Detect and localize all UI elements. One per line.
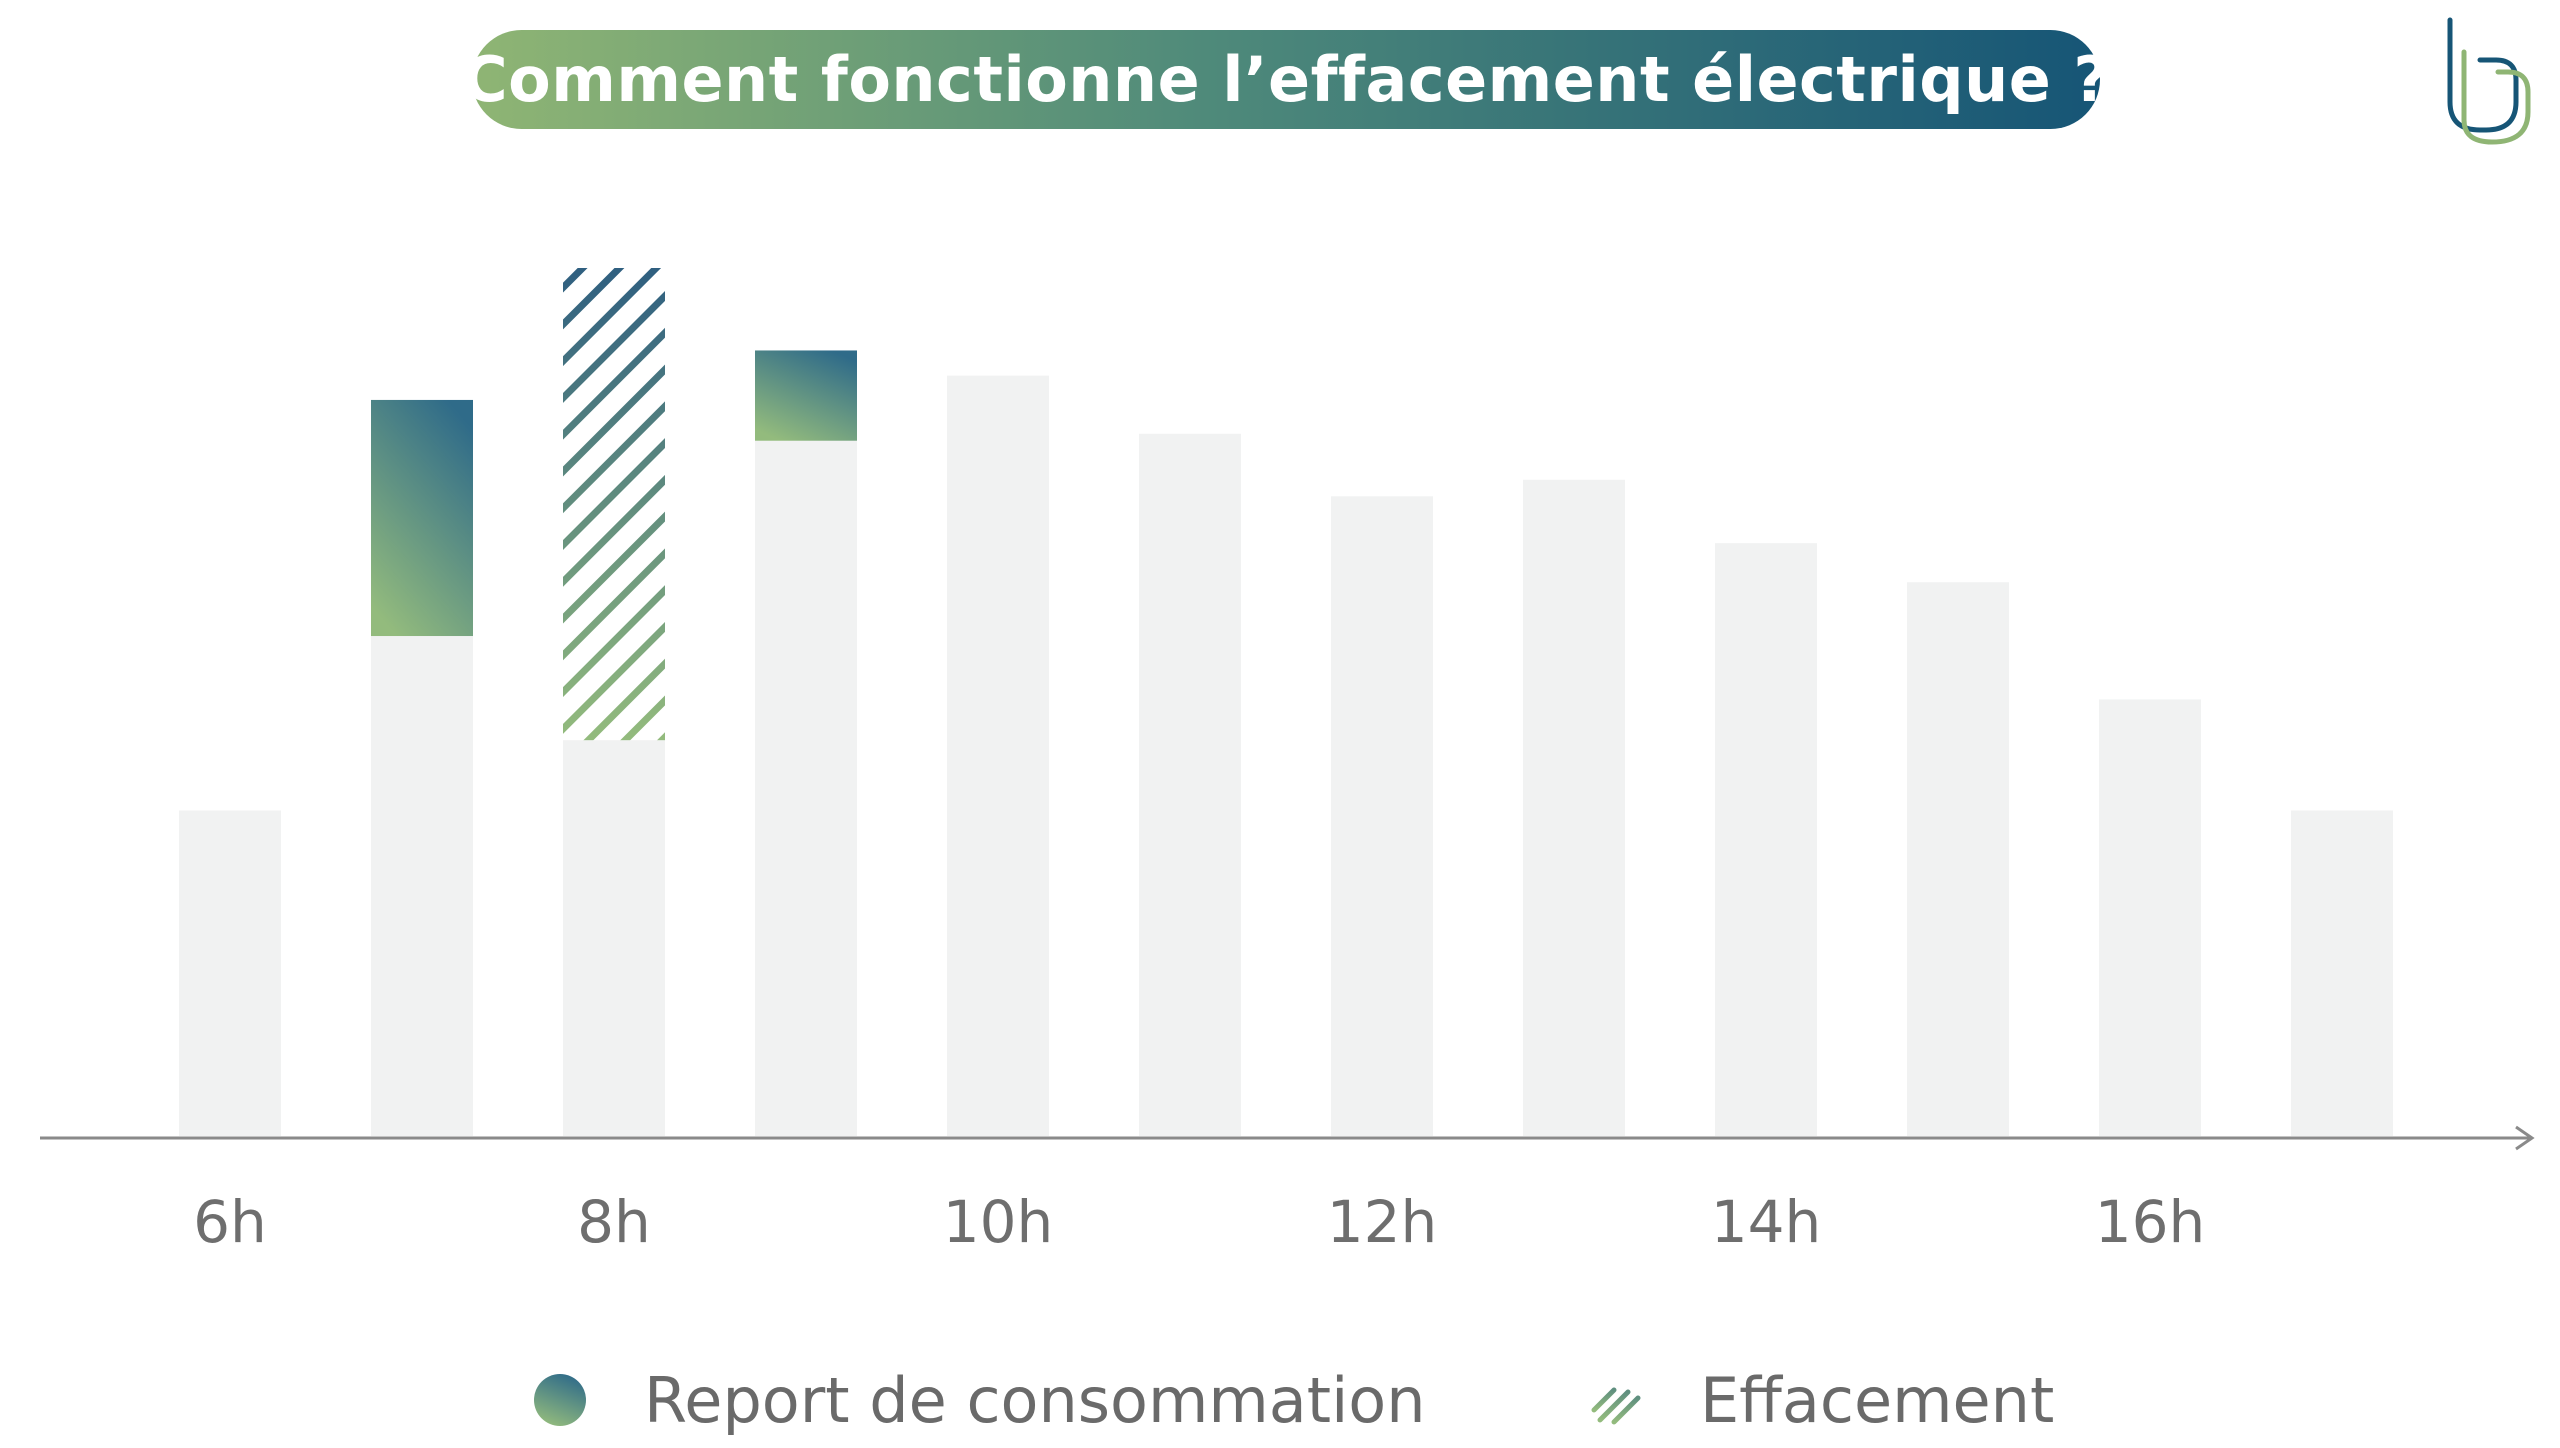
bar-base-12h	[1331, 496, 1433, 1136]
x-tick-label-8h: 8h	[577, 1188, 651, 1256]
bar-base-15h	[1907, 582, 2009, 1136]
x-tick-label-16h: 16h	[2095, 1188, 2206, 1256]
bar-base-7h	[371, 636, 473, 1136]
bar-base-6h	[179, 810, 281, 1136]
bar-base-16h	[2099, 699, 2201, 1136]
bar-base-11h	[1139, 433, 1241, 1137]
page-title: Comment fonctionne l’effacement électriq…	[462, 43, 2110, 116]
legend-item-effacement: Effacement	[1588, 1360, 2054, 1440]
bar-base-13h	[1523, 479, 1625, 1136]
bar-report-9h	[755, 350, 857, 441]
x-tick-label-10h: 10h	[943, 1188, 1054, 1256]
x-tick-label-6h: 6h	[193, 1188, 267, 1256]
x-tick-label-14h: 14h	[1711, 1188, 1822, 1256]
hatch-icon	[1591, 1387, 1641, 1425]
brand-logo-icon	[2447, 17, 2531, 145]
legend-label-effacement: Effacement	[1700, 1363, 2055, 1437]
bar-base-9h	[755, 440, 857, 1136]
x-tick-label-12h: 12h	[1327, 1188, 1438, 1256]
legend-label-report: Report de consommation	[644, 1363, 1426, 1437]
title-banner: Comment fonctionne l’effacement électriq…	[462, 30, 2109, 129]
bar-base-14h	[1715, 543, 1817, 1136]
bar-base-8h	[563, 740, 665, 1136]
gradient-dot-icon	[534, 1374, 586, 1426]
x-axis-arrow-icon	[2515, 1125, 2535, 1151]
legend-item-report: Report de consommation	[532, 1360, 1426, 1440]
bar-base-10h	[947, 375, 1049, 1137]
chart-legend: Report de consommation Effacement	[0, 1360, 2560, 1440]
bar-effacement-8h	[563, 268, 665, 741]
bar-base-17h	[2291, 810, 2393, 1136]
bar-report-7h	[371, 399, 473, 637]
